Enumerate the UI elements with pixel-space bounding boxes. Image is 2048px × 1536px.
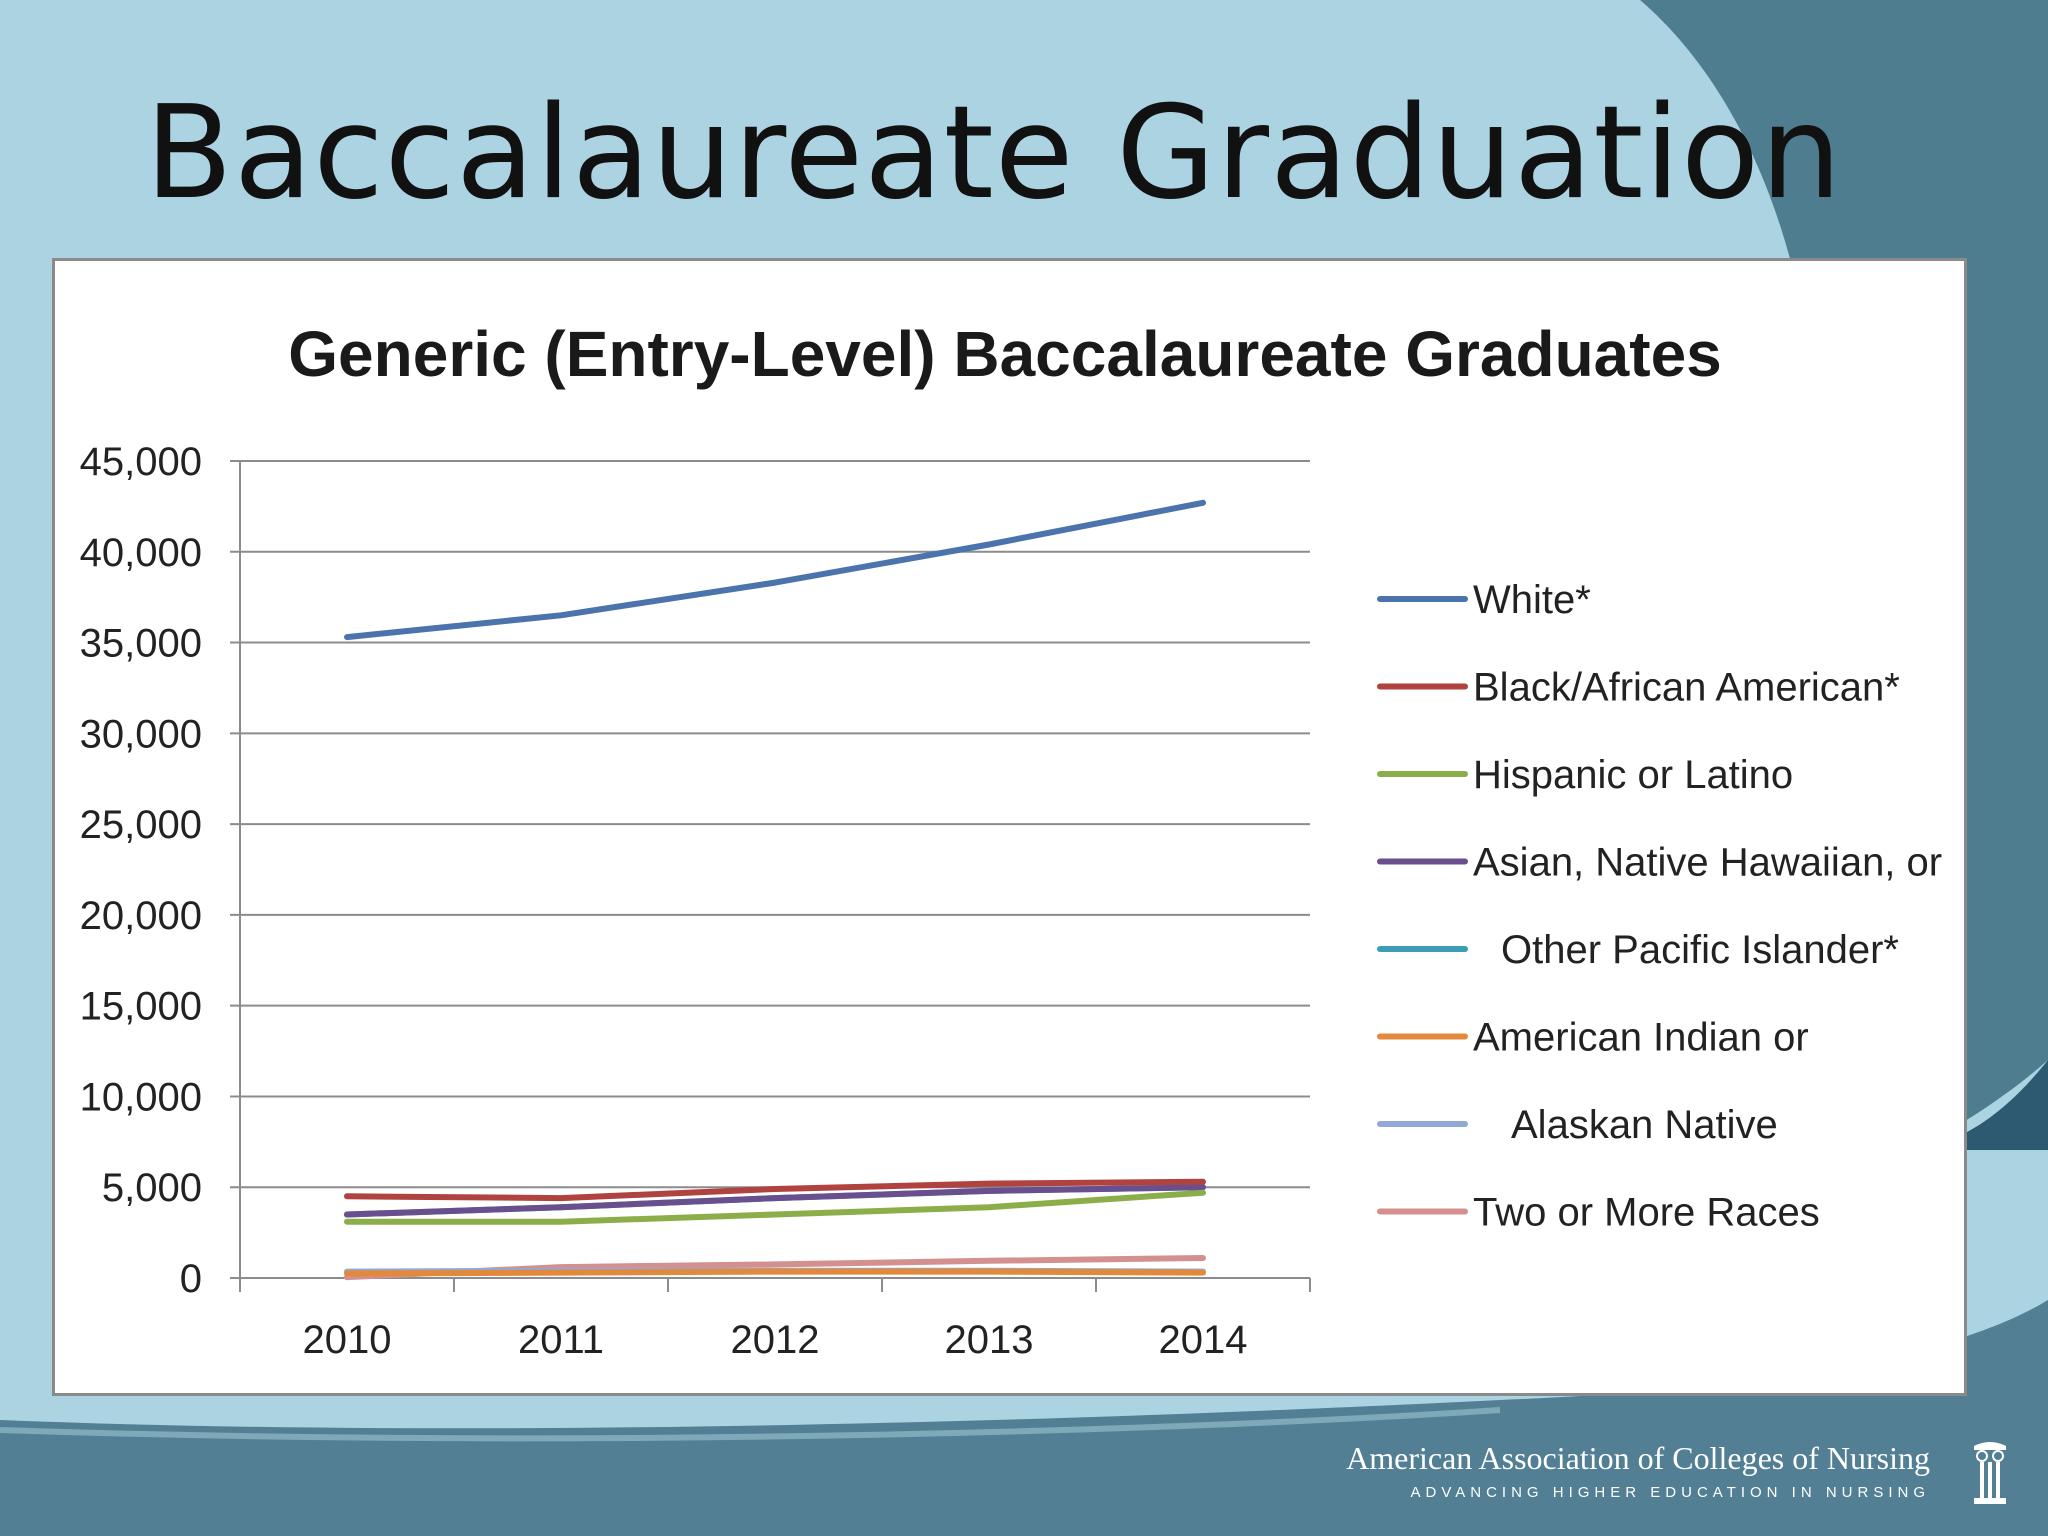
series-line — [344, 499, 1206, 641]
x-tick-label: 2014 — [1159, 1318, 1248, 1362]
y-tick-label: 10,000 — [80, 1075, 202, 1119]
x-tick-label: 2012 — [731, 1318, 820, 1362]
y-tick-label: 5,000 — [102, 1166, 202, 1210]
legend-label: Alaskan Native — [1511, 1103, 1778, 1147]
y-tick-label: 40,000 — [80, 531, 202, 575]
column-logo-icon — [1974, 1442, 2006, 1504]
y-tick-label: 45,000 — [80, 440, 202, 484]
series-line — [344, 1268, 1206, 1277]
series-lines — [344, 499, 1206, 1281]
series-line — [344, 1189, 1206, 1225]
legend-label: Hispanic or Latino — [1473, 753, 1793, 797]
series-line — [344, 1184, 1206, 1218]
line-chart: Generic (Entry-Level) Baccalaureate Grad… — [80, 318, 1942, 1362]
series-line — [344, 1178, 1206, 1202]
x-tick-label: 2010 — [303, 1318, 392, 1362]
x-tick-label: 2011 — [518, 1318, 604, 1362]
legend: White* Black/African American* Hispanic or… — [1377, 578, 1942, 1235]
y-tick-label: 35,000 — [80, 622, 202, 666]
slide-title: Baccalaureate Graduation — [145, 79, 1843, 228]
legend-label: Black/African American* — [1473, 666, 1900, 710]
organization-name: American Association of Colleges of Nurs… — [1346, 1440, 1930, 1476]
y-tick-label: 15,000 — [80, 985, 202, 1029]
axes: 0 5,000 10,000 15,000 20,000 25,000 30,000 35,0… — [80, 440, 1311, 1362]
legend-label: Asian, Native Hawaiian, or — [1473, 841, 1942, 885]
y-tick-label: 20,000 — [80, 894, 202, 938]
chart-frame: Generic (Entry-Level) Baccalaureate Grad… — [52, 258, 1967, 1396]
organization-logo: American Association of Colleges of Nurs… — [1346, 1440, 2010, 1510]
legend-label: American Indian or — [1473, 1016, 1809, 1060]
y-tick-label: 25,000 — [80, 803, 202, 847]
legend-label: Two or More Races — [1473, 1191, 1820, 1235]
y-tick-label: 30,000 — [80, 712, 202, 756]
y-tick-label: 0 — [180, 1257, 202, 1301]
organization-tagline: ADVANCING HIGHER EDUCATION IN NURSING — [1410, 1484, 1930, 1501]
legend-label: White* — [1473, 578, 1591, 622]
gridlines — [230, 460, 1310, 1279]
legend-label: Other Pacific Islander* — [1501, 928, 1899, 972]
chart-title: Generic (Entry-Level) Baccalaureate Grad… — [288, 318, 1722, 390]
x-tick-label: 2013 — [945, 1318, 1034, 1362]
